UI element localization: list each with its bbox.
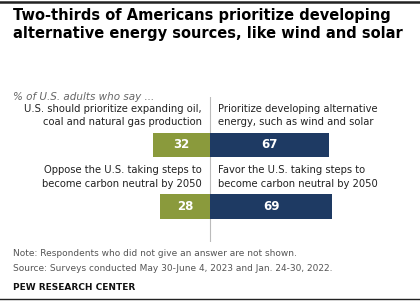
Text: Prioritize developing alternative
energy, such as wind and solar: Prioritize developing alternative energy…: [218, 104, 378, 127]
Text: U.S. should prioritize expanding oil,
coal and natural gas production: U.S. should prioritize expanding oil, co…: [24, 104, 202, 127]
Bar: [210, 194, 332, 219]
Text: 69: 69: [263, 200, 279, 213]
Text: 32: 32: [173, 138, 190, 152]
Text: 28: 28: [177, 200, 193, 213]
Bar: [160, 194, 210, 219]
Text: PEW RESEARCH CENTER: PEW RESEARCH CENTER: [13, 283, 135, 292]
Text: Favor the U.S. taking steps to
become carbon neutral by 2050: Favor the U.S. taking steps to become ca…: [218, 165, 378, 189]
Text: % of U.S. adults who say ...: % of U.S. adults who say ...: [13, 92, 154, 102]
Text: Two-thirds of Americans prioritize developing
alternative energy sources, like w: Two-thirds of Americans prioritize devel…: [13, 8, 402, 40]
Text: 67: 67: [261, 138, 278, 152]
Text: Oppose the U.S. taking steps to
become carbon neutral by 2050: Oppose the U.S. taking steps to become c…: [42, 165, 202, 189]
Bar: [210, 133, 329, 157]
Text: Source: Surveys conducted May 30-June 4, 2023 and Jan. 24-30, 2022.: Source: Surveys conducted May 30-June 4,…: [13, 264, 332, 273]
Bar: [153, 133, 210, 157]
Text: Note: Respondents who did not give an answer are not shown.: Note: Respondents who did not give an an…: [13, 249, 297, 258]
